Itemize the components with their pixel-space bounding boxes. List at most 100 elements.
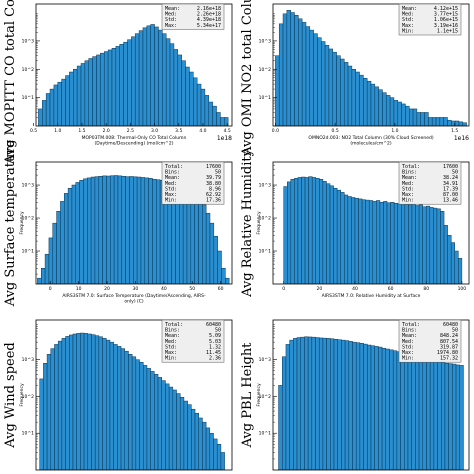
histogram-bar (286, 10, 291, 126)
histogram-bar (225, 277, 230, 284)
histogram-bar (401, 202, 406, 284)
bars (283, 176, 463, 284)
histogram-bar (193, 77, 198, 126)
histogram-bar (283, 186, 288, 284)
bars (278, 336, 464, 470)
histogram-bar (315, 337, 320, 470)
stat-label: Std: (165, 186, 177, 192)
histogram-bar (301, 22, 307, 126)
histogram-bar (131, 356, 137, 470)
histogram-bar (304, 336, 309, 470)
stat-value: 1.32 (209, 344, 221, 350)
histogram-bar (196, 83, 202, 126)
stat-label: Min: (402, 198, 414, 204)
histogram-bar (437, 361, 442, 470)
histogram-bar (123, 41, 128, 126)
histogram-bar (278, 23, 284, 126)
histogram-bar (165, 383, 170, 470)
x-tick-label: 40 (161, 286, 167, 292)
stat-value: 848.24 (440, 333, 458, 339)
stat-label: Mean: (402, 175, 417, 181)
histogram-bar (189, 71, 194, 126)
stat-value: 17600 (443, 164, 458, 170)
histogram-bar (282, 13, 288, 126)
stats-box (398, 3, 462, 36)
histogram-bar (348, 341, 353, 470)
histogram-bar (447, 119, 452, 126)
histogram-bar (190, 190, 195, 284)
histogram-bar (127, 39, 132, 126)
histogram-bar (363, 78, 368, 126)
side-label: Avg Surface temperature (3, 139, 18, 307)
y-tick-label: 10^1 (22, 431, 34, 437)
histogram-bar (100, 52, 105, 126)
x-multiplier: 1e18 (217, 135, 232, 142)
histogram-bar (91, 334, 96, 470)
stat-value: 807.54 (440, 339, 458, 345)
stat-value: 38.80 (206, 181, 221, 187)
histogram-bar (378, 346, 383, 470)
y-tick-label: 10^2 (259, 216, 271, 222)
x-tick-label: 2.5 (127, 128, 134, 134)
histogram-bar (134, 33, 140, 126)
histogram-bar (359, 342, 364, 470)
stat-label: Mean: (165, 6, 180, 12)
histogram-bar (281, 356, 287, 470)
histogram-bar (294, 178, 299, 284)
x-tick-label: 1.5 (78, 128, 85, 134)
x-tick-label: 1.0 (391, 128, 398, 134)
stat-label: Med: (402, 181, 414, 187)
y-tick-label: 10^3 (22, 38, 34, 44)
stat-label: Std: (402, 186, 414, 192)
histogram-bar (98, 336, 103, 470)
histogram-bar (333, 187, 338, 284)
stat-value: 5.03 (209, 339, 221, 345)
histogram-bar (80, 63, 86, 126)
histogram-bar (83, 333, 89, 470)
x-tick-label: 80 (423, 286, 429, 292)
panel-mopitt-co: Avg MOPITT CO total Column 10^1 10^2 10^3 0.… (3, 0, 233, 165)
stat-value: 1.1e+15 (437, 28, 458, 34)
y-tick-label: 10^3 (259, 183, 271, 189)
panel-pbl-height: Avg PBL Height 10^1 10^2 10^3 Frequency Total… (240, 319, 470, 471)
histogram-bar (365, 199, 370, 284)
histogram-bar (293, 338, 298, 470)
stat-value: 3.19e+16 (434, 23, 458, 29)
histogram-bar (109, 341, 114, 470)
histogram-bar (285, 344, 290, 470)
histogram-bar (418, 357, 424, 470)
histogram-bar (397, 203, 402, 284)
histogram-bar (113, 175, 119, 284)
histogram-bar (158, 29, 163, 126)
histogram-bar (376, 200, 381, 284)
histogram-bar (87, 177, 92, 284)
histogram-bar (324, 45, 330, 126)
histogram-bar (322, 181, 327, 284)
stat-value: 3.77e+15 (434, 12, 458, 18)
stat-value: 34.91 (443, 181, 458, 187)
stat-label: Med: (165, 339, 177, 345)
histogram-bar (351, 197, 356, 284)
stat-value: 60480 (443, 322, 458, 328)
stat-label: Max: (402, 23, 414, 29)
histogram-bar (359, 74, 364, 126)
histogram-bar (71, 184, 77, 284)
histogram-bar (381, 347, 387, 470)
stat-label: Min: (165, 356, 177, 362)
y-axis-label: Frequency (256, 383, 262, 407)
histogram-bar (382, 92, 387, 126)
histogram-bar (429, 359, 435, 470)
histogram-bar (358, 198, 363, 284)
histogram-bar (315, 178, 320, 284)
histogram-bar (452, 363, 457, 470)
histogram-bar (44, 253, 50, 284)
histogram-bar (45, 93, 51, 126)
histogram-bar (176, 393, 181, 470)
panel-relative-humidity: Avg Relative Humidity 10^1 10^2 10^3 0 20 40 60… (240, 148, 470, 299)
x-tick-label: 60 (218, 286, 224, 292)
histogram-bar (87, 333, 92, 470)
histogram-bar (83, 178, 88, 284)
histogram-bar (351, 69, 356, 126)
stat-value: 13.46 (443, 198, 458, 204)
histogram-bar (337, 339, 342, 470)
